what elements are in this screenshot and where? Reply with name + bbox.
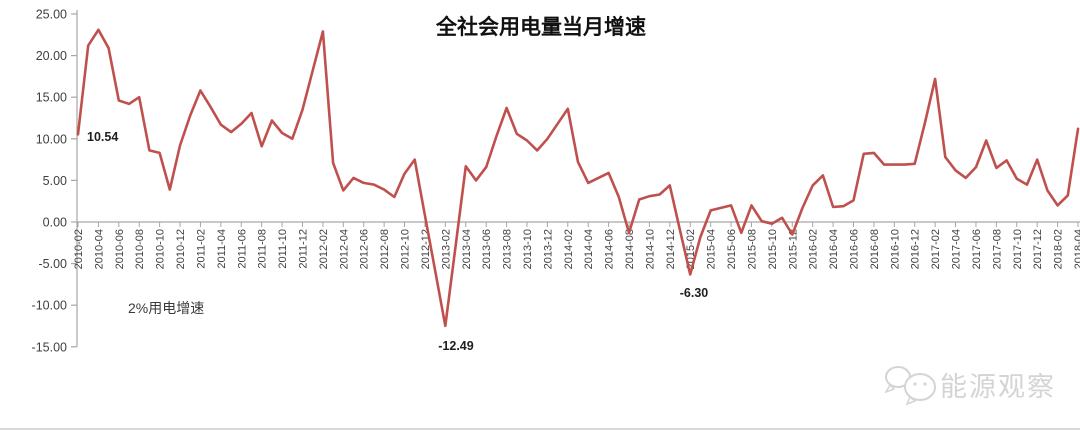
annotation-first-point: 10.54 (87, 130, 118, 144)
annotation-note: 2%用电增速 (128, 300, 204, 316)
wechat-icon (884, 366, 936, 406)
x-tick-label: 2011-10 (277, 229, 289, 269)
x-tick-label: 2013-04 (461, 229, 473, 269)
x-tick-label: 2015-10 (767, 229, 779, 269)
x-tick-label: 2014-08 (624, 229, 636, 269)
x-tick-label: 2014-10 (644, 229, 656, 269)
x-tick-label: 2016-12 (910, 229, 922, 269)
x-tick-label: 2013-10 (522, 229, 534, 269)
chart-plot-area: 25.00 20.00 15.00 10.00 5.00 0.00 -5.00 -10.00 -… (0, 8, 1080, 430)
chart-title: 全社会用电量当月增速 (435, 15, 646, 39)
watermark: 能源观察 (884, 366, 1056, 406)
x-tick-label: 2010-08 (134, 229, 146, 269)
x-tick-label: 2013-02 (440, 229, 452, 269)
x-tick-label: 2017-12 (1032, 229, 1044, 269)
y-tick-label: 10.00 (36, 132, 67, 146)
x-tick-label: 2017-10 (1012, 229, 1024, 269)
x-tick-label: 2016-08 (869, 229, 881, 269)
x-tick-label: 2010-06 (114, 229, 126, 269)
series-line (76, 28, 1080, 328)
x-tick-label: 2010-10 (155, 229, 167, 269)
y-tick-label: 0.00 (43, 216, 67, 230)
x-tick-label: 2013-06 (481, 229, 493, 269)
y-tick-label: -15.00 (32, 340, 67, 354)
x-tick-label: 2014-06 (604, 229, 616, 269)
x-tick-label: 2018-02 (1053, 229, 1065, 269)
x-tick-label: 2014-04 (583, 229, 595, 269)
x-tick-label: 2015-12 (787, 229, 799, 269)
x-tick-label: 2011-08 (257, 229, 269, 269)
x-tick-label: 2016-04 (828, 229, 840, 269)
annotation-min-2015: -6.30 (680, 286, 709, 300)
x-tick-label: 2014-12 (665, 229, 677, 269)
x-tick-label: 2011-12 (297, 229, 309, 269)
x-tick-label: 2011-06 (236, 229, 248, 269)
y-tick-label: 25.00 (36, 8, 67, 22)
x-tick-label: 2013-08 (502, 229, 514, 269)
x-tick-label: 2017-08 (991, 229, 1003, 269)
x-tick-label: 2017-04 (951, 229, 963, 269)
x-tick-label: 2012-04 (338, 229, 350, 269)
x-tick-label: 2016-10 (889, 229, 901, 269)
x-tick-label: 2012-02 (318, 229, 330, 269)
x-tick-label: 2012-10 (400, 229, 412, 269)
y-tick-label: -10.00 (32, 299, 67, 313)
y-tick-label: -5.00 (39, 257, 68, 271)
x-tick-label: 2010-12 (175, 229, 187, 269)
annotation-min-2013: -12.49 (438, 339, 473, 353)
watermark-text: 能源观察 (940, 372, 1056, 402)
x-tick-label: 2017-06 (971, 229, 983, 269)
y-tick-label: 15.00 (36, 91, 67, 105)
x-tick-label: 2015-06 (726, 229, 738, 269)
x-tick-label: 2016-02 (808, 229, 820, 269)
x-tick-label: 2016-06 (849, 229, 861, 269)
x-tick-label: 2015-08 (746, 229, 758, 269)
x-tick-label: 2014-02 (563, 229, 575, 269)
x-tick-label: 2015-04 (706, 229, 718, 269)
x-tick-label: 2012-08 (379, 229, 391, 269)
x-tick-label: 2013-12 (542, 229, 554, 269)
x-tick-label: 2017-02 (930, 229, 942, 269)
x-tick-label: 2018-04 (1073, 229, 1080, 269)
x-tick-label: 2010-02 (73, 229, 85, 269)
x-tick-label: 2011-04 (216, 229, 228, 269)
x-tick-label: 2012-06 (359, 229, 371, 269)
y-tick-label: 5.00 (43, 174, 67, 188)
y-tick-label: 20.00 (36, 49, 67, 63)
x-tick-label: 2010-04 (93, 229, 105, 269)
x-tick-label: 2011-02 (195, 229, 207, 269)
